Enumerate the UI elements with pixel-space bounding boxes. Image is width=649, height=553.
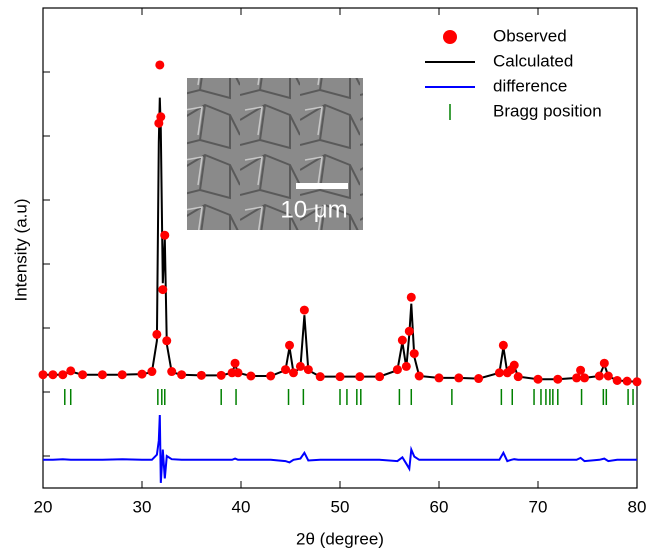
observed-point bbox=[509, 360, 519, 370]
observed-point bbox=[397, 335, 407, 345]
x-tick-label: 60 bbox=[430, 497, 449, 516]
observed-point bbox=[152, 329, 162, 339]
legend-label: difference bbox=[493, 76, 567, 95]
observed-point bbox=[216, 370, 226, 380]
observed-point bbox=[288, 368, 298, 378]
observed-point bbox=[513, 372, 523, 382]
x-axis-label: 2θ (degree) bbox=[296, 529, 384, 548]
legend-label: Calculated bbox=[493, 51, 573, 70]
observed-point bbox=[375, 372, 385, 382]
observed-point bbox=[177, 370, 187, 380]
observed-point bbox=[137, 369, 147, 379]
observed-point bbox=[622, 376, 632, 386]
observed-point bbox=[406, 292, 416, 302]
observed-point bbox=[612, 375, 622, 385]
observed-point bbox=[401, 361, 411, 371]
x-tick-label: 20 bbox=[34, 497, 53, 516]
legend-label: Observed bbox=[493, 26, 567, 45]
observed-point bbox=[553, 374, 563, 384]
observed-point bbox=[434, 373, 444, 383]
observed-point bbox=[494, 368, 504, 378]
observed-point bbox=[162, 336, 172, 346]
observed-point bbox=[167, 367, 177, 377]
observed-point bbox=[117, 370, 127, 380]
legend-symbol bbox=[443, 30, 457, 44]
x-tick-label: 80 bbox=[628, 497, 647, 516]
observed-point bbox=[404, 326, 414, 336]
sem-inset: 10 μm bbox=[38, 60, 642, 387]
observed-point bbox=[315, 372, 325, 382]
series-line bbox=[43, 414, 637, 483]
observed-point bbox=[474, 374, 484, 384]
observed-point bbox=[97, 370, 107, 380]
observed-point bbox=[594, 371, 604, 381]
observed-point bbox=[580, 373, 590, 383]
observed-point bbox=[498, 340, 508, 350]
observed-point bbox=[147, 367, 157, 377]
observed-point bbox=[576, 365, 586, 375]
observed-point bbox=[78, 370, 88, 380]
observed-point bbox=[38, 370, 48, 380]
observed-point bbox=[299, 305, 309, 315]
observed-point bbox=[230, 358, 240, 368]
observed-point bbox=[281, 365, 291, 375]
observed-point bbox=[196, 370, 206, 380]
observed-point bbox=[392, 365, 402, 375]
observed-point bbox=[266, 371, 276, 381]
observed-point bbox=[160, 230, 170, 240]
sem-image bbox=[187, 78, 363, 230]
observed-point bbox=[409, 349, 419, 359]
observed-point bbox=[285, 340, 295, 350]
observed-point bbox=[355, 372, 365, 382]
x-tick-label: 30 bbox=[133, 497, 152, 516]
observed-point bbox=[603, 371, 613, 381]
observed-point bbox=[414, 371, 424, 381]
scale-bar bbox=[296, 183, 348, 189]
observed-point bbox=[599, 358, 609, 368]
observed-point bbox=[303, 365, 313, 375]
observed-point bbox=[246, 371, 256, 381]
legend-label: Bragg position bbox=[493, 101, 602, 120]
x-tick-label: 40 bbox=[232, 497, 251, 516]
observed-point bbox=[58, 370, 68, 380]
x-tick-label: 50 bbox=[331, 497, 350, 516]
scale-label: 10 μm bbox=[280, 196, 347, 223]
x-tick-label: 70 bbox=[529, 497, 548, 516]
observed-point bbox=[533, 374, 543, 384]
observed-point bbox=[632, 377, 642, 387]
y-axis-label: Intensity (a.u) bbox=[11, 199, 30, 302]
observed-point bbox=[48, 370, 58, 380]
observed-point bbox=[66, 366, 76, 376]
observed-point bbox=[335, 372, 345, 382]
observed-point bbox=[156, 112, 166, 122]
observed-point bbox=[158, 285, 168, 295]
observed-point bbox=[233, 368, 243, 378]
observed-point bbox=[155, 60, 165, 70]
observed-point bbox=[454, 373, 464, 383]
observed-point bbox=[572, 373, 582, 383]
observed-point bbox=[295, 361, 305, 371]
